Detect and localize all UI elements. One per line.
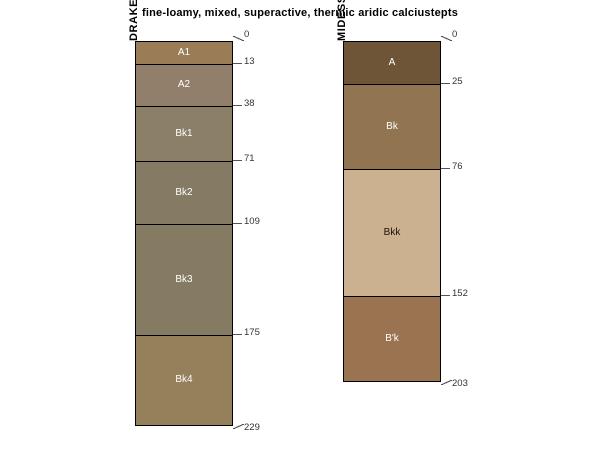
depth-tick-label: 175 — [244, 326, 260, 338]
horizon-label: Bk2 — [175, 186, 193, 198]
horizon-a[interactable]: A — [344, 42, 440, 84]
tick-line — [233, 423, 244, 429]
horizon-bk[interactable]: B'k — [344, 296, 440, 382]
depth-tick-label: 152 — [452, 288, 468, 300]
tick-line — [233, 104, 242, 106]
depth-tick-label: 25 — [452, 75, 463, 87]
tick-line — [233, 223, 242, 225]
depth-tick-label: 0 — [452, 29, 458, 40]
tick-line — [441, 168, 450, 170]
depth-tick-label: 71 — [244, 152, 255, 164]
depth-tick-label: 203 — [452, 378, 468, 390]
tick-line — [441, 36, 452, 41]
horizon-label: Bkk — [383, 227, 401, 239]
horizon-label: Bk3 — [175, 273, 193, 285]
horizon-label: Bk1 — [175, 127, 193, 139]
horizon-bk4[interactable]: Bk4 — [136, 334, 232, 425]
profile-column-drake: A1 A2 Bk1 Bk2 Bk3 Bk4 — [135, 41, 233, 426]
profile-column-midessa: A Bk Bkk B'k — [343, 41, 441, 383]
profile-name-drake: DRAKE — [128, 0, 140, 41]
horizon-label: Bk4 — [175, 374, 193, 386]
horizon-label: B'k — [385, 333, 399, 345]
tick-line — [233, 62, 242, 64]
tick-line — [441, 82, 450, 84]
plot-title: fine-loamy, mixed, superactive, thermic … — [141, 7, 459, 19]
depth-tick-label: 38 — [244, 97, 255, 109]
horizon-bk2[interactable]: Bk2 — [136, 160, 232, 225]
horizon-label: A — [388, 56, 396, 68]
tick-line — [233, 36, 244, 41]
horizon-a2[interactable]: A2 — [136, 63, 232, 106]
horizon-label: A2 — [177, 79, 191, 91]
horizon-bk1[interactable]: Bk1 — [136, 105, 232, 161]
depth-tick-label: 13 — [244, 55, 255, 67]
horizon-label: Bk — [386, 120, 398, 132]
tick-line — [233, 333, 242, 335]
tick-line — [441, 380, 452, 386]
depth-tick-label: 109 — [244, 216, 260, 228]
horizon-a1[interactable]: A1 — [136, 42, 232, 64]
profile-name-midessa: MIDESSA — [336, 0, 348, 41]
horizon-label: A1 — [177, 46, 191, 58]
depth-tick-label: 229 — [244, 421, 260, 433]
horizon-bk[interactable]: Bk — [344, 83, 440, 170]
depth-tick-label: 76 — [452, 161, 463, 173]
tick-line — [441, 295, 450, 297]
tick-line — [233, 159, 242, 161]
depth-tick-label: 0 — [244, 29, 250, 40]
horizon-bk3[interactable]: Bk3 — [136, 224, 232, 335]
horizon-bkk[interactable]: Bkk — [344, 169, 440, 297]
